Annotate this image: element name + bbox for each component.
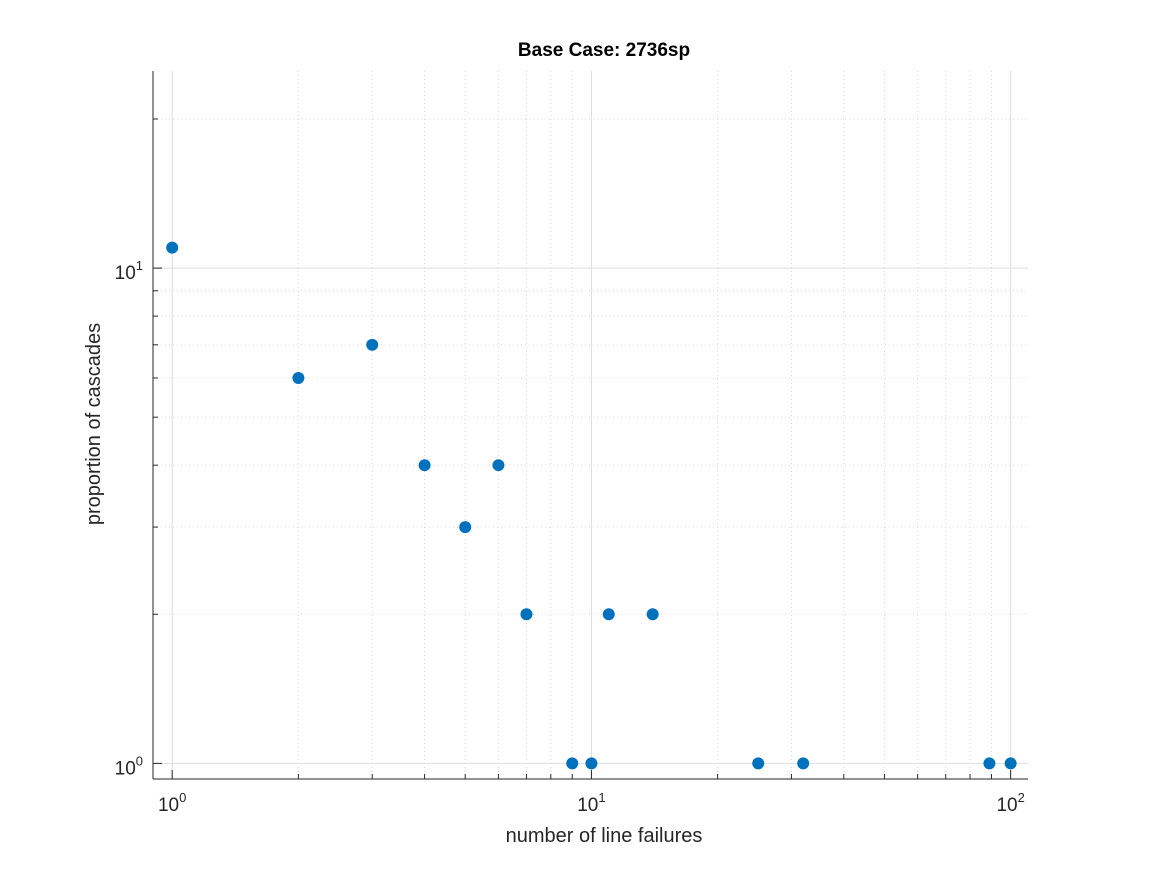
data-point — [797, 757, 810, 770]
data-point — [520, 608, 533, 621]
data-point — [1004, 757, 1017, 770]
y-tick-label: 100 — [115, 753, 143, 779]
data-point — [752, 757, 765, 770]
major-grid — [153, 71, 1028, 779]
data-point — [166, 241, 179, 254]
data-point — [292, 371, 305, 384]
x-tick-label: 101 — [577, 790, 605, 816]
tick-labels: 100 101 102 100 101 — [115, 258, 1025, 816]
x-tick-label: 102 — [996, 790, 1024, 816]
data-point — [492, 459, 505, 472]
tick-marks — [152, 118, 1012, 779]
minor-grid — [152, 71, 1028, 779]
data-point — [646, 608, 659, 621]
y-tick-label: 101 — [115, 258, 143, 284]
data-point — [459, 521, 472, 534]
chart-title: Base Case: 2736sp — [518, 40, 690, 61]
data-points — [166, 241, 1017, 770]
data-point — [366, 338, 379, 351]
data-point — [602, 608, 615, 621]
data-point — [566, 757, 579, 770]
data-point — [418, 459, 431, 472]
axes-lines — [152, 71, 1028, 780]
data-point — [585, 757, 598, 770]
x-tick-label: 100 — [158, 790, 186, 816]
data-point — [983, 757, 996, 770]
y-axis-label: proportion of cascades — [83, 323, 105, 525]
x-axis-label: number of line failures — [506, 825, 703, 847]
